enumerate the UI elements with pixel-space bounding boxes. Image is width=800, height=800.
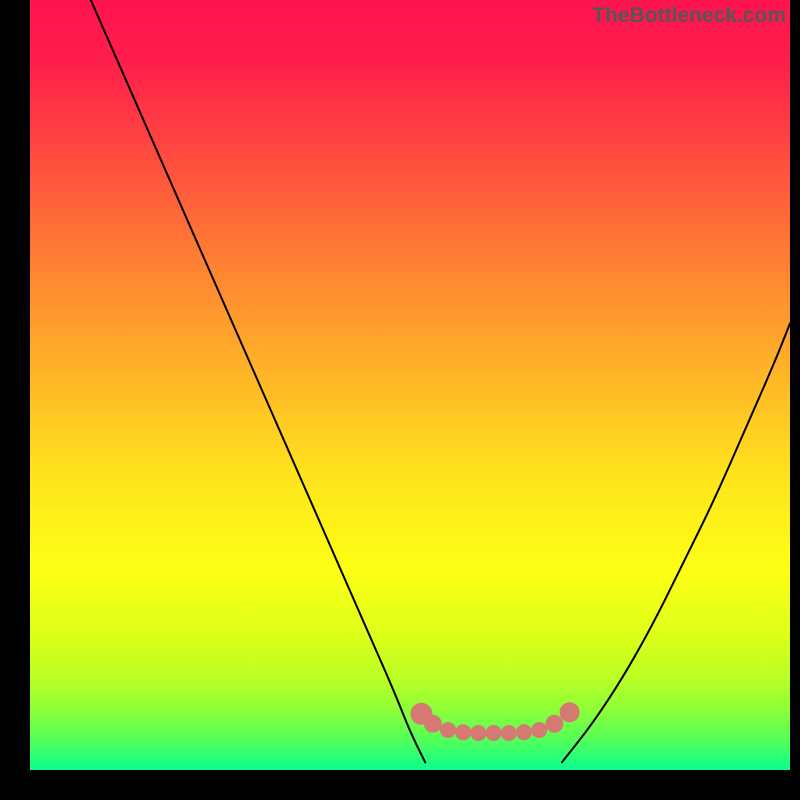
marker-dot (531, 722, 547, 738)
chart-overlay (0, 0, 800, 800)
chart-container: TheBottleneck.com (0, 0, 800, 800)
watermark-text: TheBottleneck.com (592, 4, 786, 28)
marker-dot (486, 725, 502, 741)
curve-right-branch (562, 323, 790, 762)
marker-dot (470, 725, 486, 741)
marker-dot (545, 715, 563, 733)
curve-left-branch (91, 0, 425, 762)
marker-dot (455, 724, 471, 740)
marker-band (410, 702, 579, 741)
marker-dot (424, 715, 442, 733)
marker-dot (560, 702, 580, 722)
marker-dot (516, 724, 532, 740)
marker-dot (440, 722, 456, 738)
marker-dot (501, 725, 517, 741)
